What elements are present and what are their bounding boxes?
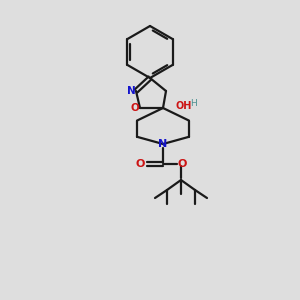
Text: O: O: [130, 103, 140, 113]
Text: N: N: [127, 86, 135, 96]
Text: O: O: [135, 159, 145, 169]
Text: H: H: [190, 98, 197, 107]
Text: O: O: [177, 159, 187, 169]
Text: N: N: [158, 139, 168, 149]
Text: OH: OH: [176, 101, 192, 111]
